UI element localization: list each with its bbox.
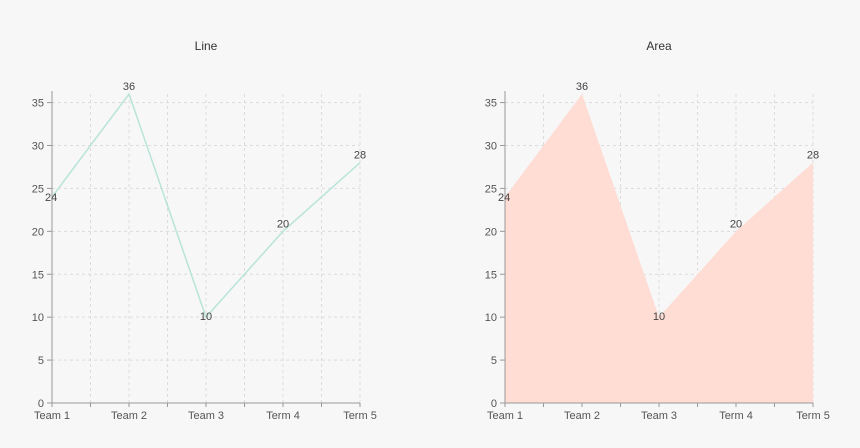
y-tick-label: 5	[491, 355, 497, 367]
y-tick-label: 15	[32, 269, 44, 281]
x-tick-label: Team 2	[564, 410, 600, 422]
y-tick-label: 25	[32, 183, 44, 195]
y-tick-label: 20	[32, 226, 44, 238]
x-tick-label: Team 2	[111, 410, 147, 422]
area-chart: Area 0 5 10 15 20 25 30 35 Team 1 Team 2 Team 3 Ter…	[485, 39, 830, 422]
y-tick-label: 0	[38, 398, 44, 410]
y-tick-label: 10	[32, 312, 44, 324]
y-tick-label: 30	[485, 141, 497, 153]
chart-title: Area	[646, 39, 672, 53]
plot-area: 0 5 10 15 20 25 30 35 Team 1 Team 2 Team 3 Term 4 Te…	[32, 81, 377, 422]
data-label: 20	[730, 218, 742, 230]
y-tick-label: 35	[32, 98, 44, 110]
series-line	[51, 92, 361, 319]
data-label: 10	[653, 311, 665, 323]
data-label: 24	[45, 192, 57, 204]
x-tick-label: Team 3	[188, 410, 224, 422]
data-label: 28	[354, 150, 366, 162]
y-tick-label: 30	[32, 141, 44, 153]
x-tick-label: Term 4	[719, 410, 753, 422]
y-tick-label: 10	[485, 312, 497, 324]
x-tick-label: Team 1	[487, 410, 523, 422]
data-label: 10	[200, 311, 212, 323]
line-chart: Line 0 5 10 15 20 25 30 35 Team 1 Team 2 Team 3 Ter…	[32, 39, 377, 422]
y-tick-label: 35	[485, 98, 497, 110]
y-tick-label: 15	[485, 269, 497, 281]
data-label: 36	[123, 81, 135, 93]
data-label: 28	[807, 150, 819, 162]
series-area	[505, 94, 813, 403]
data-label: 24	[498, 192, 510, 204]
x-tick-label: Term 5	[796, 410, 830, 422]
y-tick-label: 20	[485, 226, 497, 238]
chart-title: Line	[195, 39, 218, 53]
x-tick-label: Term 4	[266, 410, 300, 422]
x-tick-label: Team 3	[641, 410, 677, 422]
x-tick-label: Team 1	[34, 410, 70, 422]
data-label: 36	[576, 81, 588, 93]
y-tick-label: 0	[491, 398, 497, 410]
y-tick-label: 25	[485, 183, 497, 195]
y-tick-label: 5	[38, 355, 44, 367]
plot-area: 0 5 10 15 20 25 30 35 Team 1 Team 2 Team 3 Term 4 Te…	[485, 81, 830, 422]
x-tick-label: Term 5	[343, 410, 377, 422]
data-label: 20	[277, 218, 289, 230]
